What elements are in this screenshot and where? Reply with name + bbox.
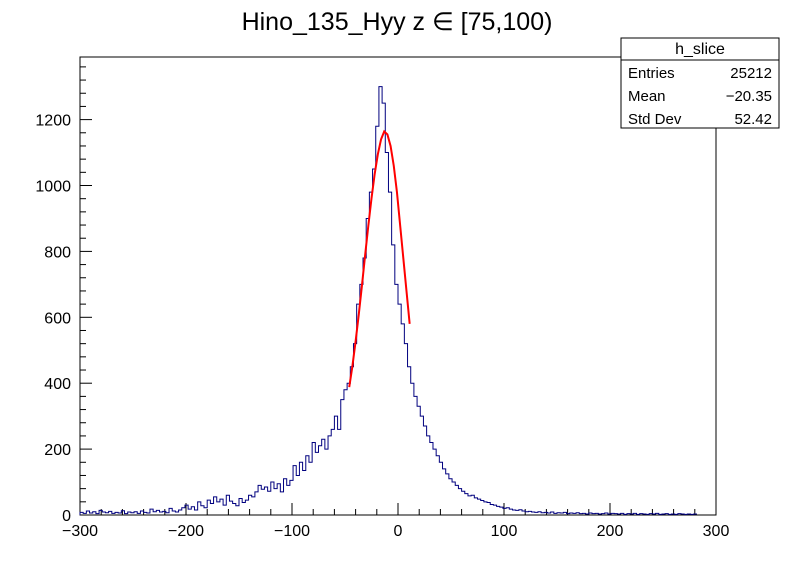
stats-histogram-name: h_slice: [675, 41, 725, 58]
y-tick-label: 1000: [35, 179, 71, 196]
y-tick-label: 0: [62, 508, 71, 525]
stats-mean-label: Mean: [628, 88, 666, 105]
stats-box: h_slice Entries 25212 Mean −20.35 Std De…: [620, 37, 780, 129]
x-tick-label: −100: [274, 523, 310, 540]
x-tick-label: 300: [703, 523, 730, 540]
gaussian-fit-line: [348, 129, 411, 388]
x-tick-label: −200: [168, 523, 204, 540]
stats-stddev-label: Std Dev: [628, 111, 682, 128]
y-tick-label: 800: [44, 244, 71, 261]
x-tick-label: 200: [597, 523, 624, 540]
y-tick-label: 1200: [35, 113, 71, 130]
y-tick-label: 600: [44, 310, 71, 327]
x-tick-label: 100: [491, 523, 518, 540]
stats-mean-value: −20.35: [726, 88, 772, 105]
x-tick-label: −300: [62, 523, 98, 540]
histogram-series: [79, 86, 697, 515]
x-axis: −300 −200 −100 0 100 200 300: [62, 503, 729, 540]
chart-title: Hino_135_Hyy z ∈ [75,100): [242, 8, 553, 36]
stats-stddev-value: 52.42: [734, 111, 772, 128]
y-axis: 0 200 400 600 800 1000 1200: [35, 66, 92, 525]
x-tick-label: 0: [394, 523, 403, 540]
y-tick-label: 200: [44, 442, 71, 459]
stats-entries-label: Entries: [628, 65, 675, 82]
y-tick-label: 400: [44, 376, 71, 393]
stats-entries-value: 25212: [730, 65, 772, 82]
stats-box-frame: [620, 37, 780, 129]
